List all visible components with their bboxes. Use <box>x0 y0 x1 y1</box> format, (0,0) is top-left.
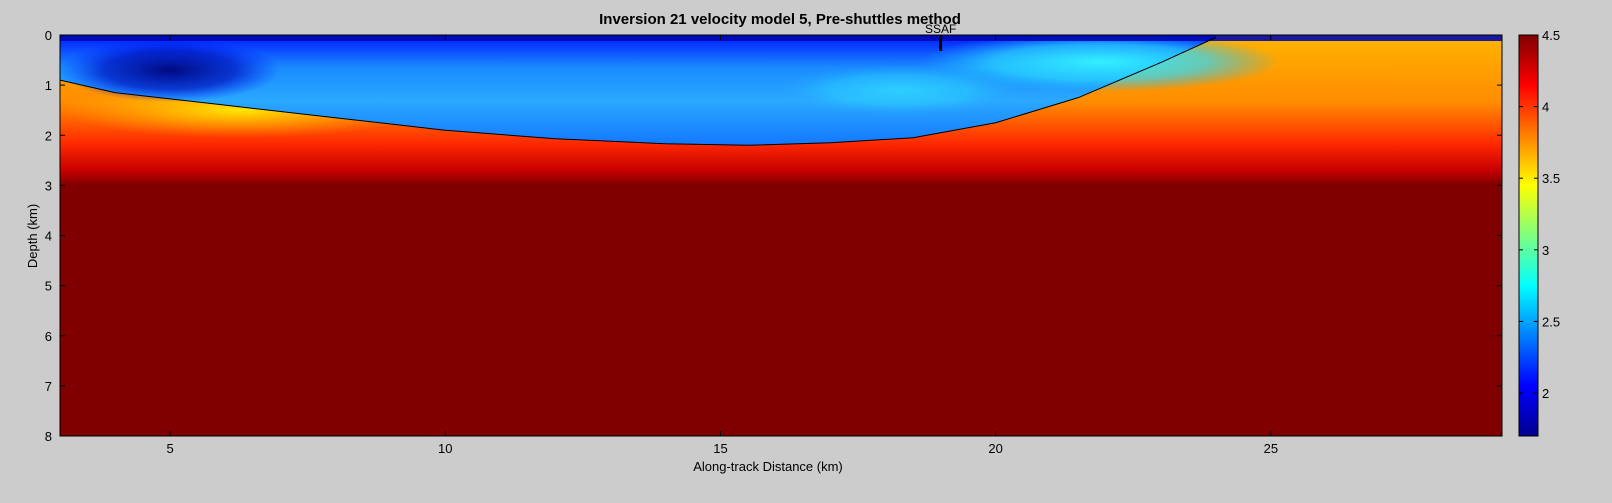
colorbar-tick-label: 2 <box>1542 386 1549 401</box>
colorbar-tick-label: 2.5 <box>1542 314 1560 329</box>
colorbar-tick-label: 4.5 <box>1542 28 1560 43</box>
y-axis-label: Depth (km) <box>25 204 40 268</box>
annotations: SSAF <box>925 22 956 51</box>
basin-low-velocity-zone <box>60 38 280 102</box>
colorbar-tick-label: 4 <box>1542 100 1549 115</box>
y-tick-label: 7 <box>45 379 52 394</box>
fault-label: SSAF <box>925 22 956 36</box>
x-axis-label: Along-track Distance (km) <box>693 459 843 474</box>
y-tick-label: 3 <box>45 178 52 193</box>
plot-area <box>60 35 1502 436</box>
y-axis-ticks: 0 1 2 3 4 5 6 7 8 <box>45 28 1502 444</box>
y-tick-label: 5 <box>45 279 52 294</box>
y-tick-label: 1 <box>45 78 52 93</box>
y-tick-label: 4 <box>45 229 52 244</box>
x-axis-ticks: 5 10 15 20 25 <box>166 35 1278 456</box>
y-tick-label: 2 <box>45 128 52 143</box>
y-tick-label: 0 <box>45 28 52 43</box>
colorbar <box>1518 34 1539 437</box>
y-tick-label: 6 <box>45 329 52 344</box>
basin-cyan-zone-2 <box>780 65 1020 115</box>
x-tick-label: 10 <box>438 441 452 456</box>
basin-surface-low-velocity <box>60 35 1502 41</box>
colorbar-tick-label: 3.5 <box>1542 171 1560 186</box>
colorbar-ticks: 2 2.5 3 3.5 4 4.5 <box>1519 28 1560 401</box>
x-tick-label: 5 <box>166 441 173 456</box>
x-tick-label: 15 <box>713 441 727 456</box>
x-tick-label: 20 <box>988 441 1002 456</box>
chart-title: Inversion 21 velocity model 5, Pre-shutt… <box>599 11 961 28</box>
basin-boundary-line <box>60 37 1217 146</box>
x-tick-label: 25 <box>1264 441 1278 456</box>
y-tick-label: 8 <box>45 429 52 444</box>
colorbar-tick-label: 3 <box>1542 243 1549 258</box>
